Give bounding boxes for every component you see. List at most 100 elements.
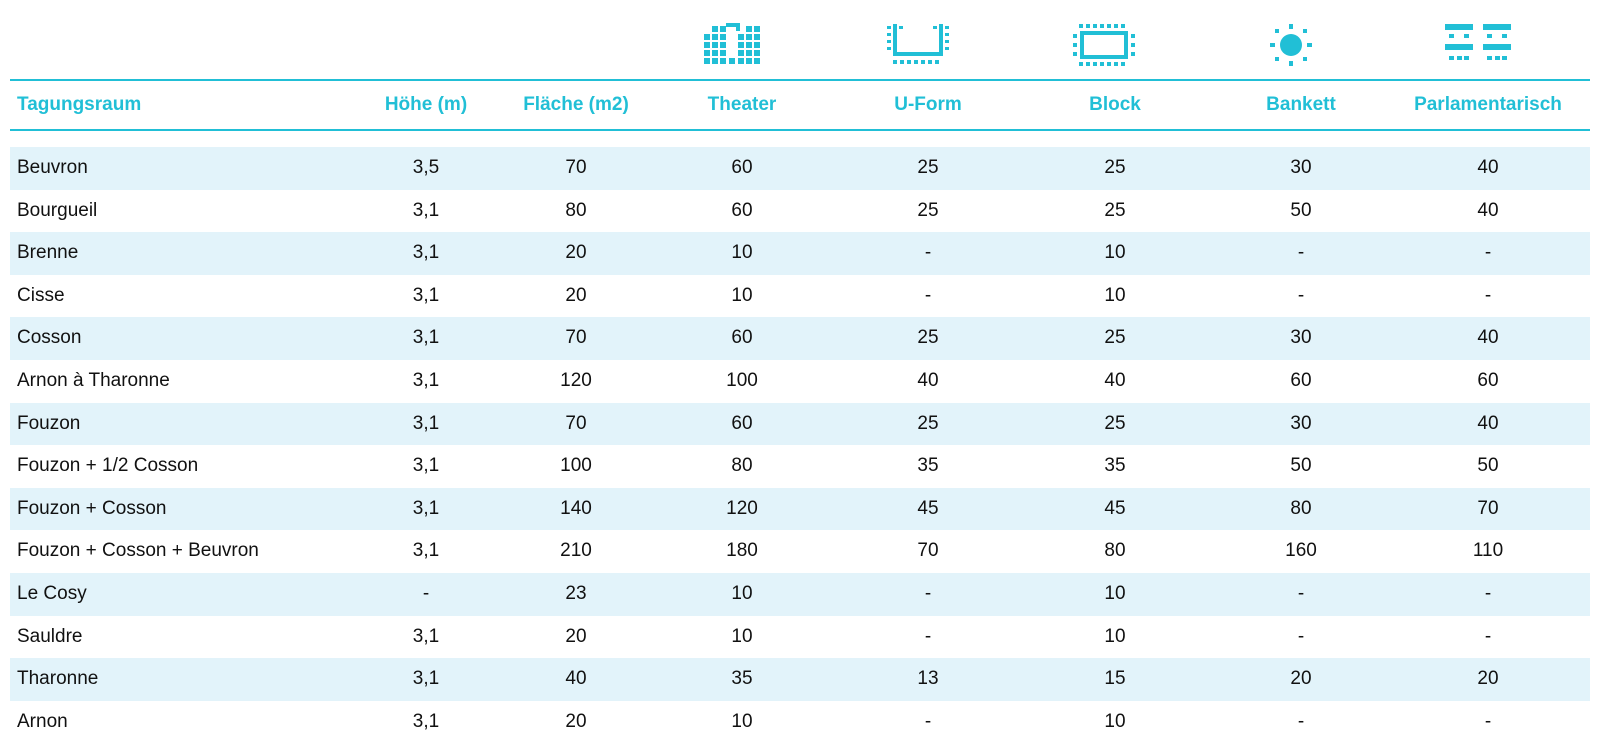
cell-block: 10 [1104,582,1126,604]
cell-theater: 60 [731,327,753,349]
u-form-layout-icon [883,18,953,72]
room-name: Fouzon + 1/2 Cosson [17,455,199,477]
room-name: Arnon à Tharonne [17,369,170,391]
header-flaeche: Fläche (m2) [523,94,629,115]
header-u-form: U-Form [894,94,962,115]
cell-hoehe: 3,1 [412,199,440,221]
room-name: Le Cosy [17,582,87,604]
header-tagungsraum: Tagungsraum [17,94,142,115]
cell-u-form: 35 [917,455,939,477]
cell-block: 40 [1104,369,1126,391]
cell-flaeche: 80 [565,199,587,221]
cell-bankett: 30 [1290,412,1312,434]
room-name: Beuvron [17,157,88,178]
cell-hoehe: 3,5 [412,157,440,178]
room-name: Sauldre [17,625,83,647]
table-row: Cosson 3,1 70 60 25 25 30 40 [10,317,1590,360]
block-layout-icon [1069,18,1139,72]
cell-bankett: - [1297,710,1305,732]
cell-u-form: - [924,242,932,264]
cell-bankett: - [1297,284,1305,306]
cell-hoehe: 3,1 [412,369,440,391]
cell-bankett: 80 [1290,497,1312,519]
cell-u-form: 25 [917,199,939,221]
cell-block: 25 [1104,412,1126,434]
cell-u-form: - [924,582,932,604]
cell-block: 10 [1104,710,1126,732]
cell-hoehe: 3,1 [412,242,440,264]
cell-block: 25 [1104,199,1126,221]
room-name: Cisse [17,284,65,306]
cell-bankett: - [1297,582,1305,604]
theater-layout-icon [697,18,767,72]
cell-theater: 60 [731,157,753,178]
cell-bankett: 20 [1290,668,1312,690]
table-row: Fouzon + Cosson + Beuvron 3,1 210 180 70… [10,530,1590,573]
cell-block: 25 [1104,327,1126,349]
header-block: Block [1089,94,1141,115]
cell-parlamentarisch: - [1484,582,1492,604]
cell-bankett: - [1297,242,1305,264]
cell-theater: 60 [731,412,753,434]
cell-parlamentarisch: 110 [1472,540,1504,562]
cell-hoehe: 3,1 [412,455,440,477]
cell-flaeche: 70 [565,157,587,178]
table-row: Fouzon 3,1 70 60 25 25 30 40 [10,402,1590,446]
cell-hoehe: 3,1 [412,284,440,306]
cell-theater: 10 [731,284,753,306]
cell-hoehe: 3,1 [412,497,440,519]
cell-u-form: 25 [917,412,939,434]
cell-theater: 100 [726,369,758,391]
table-row: Bourgueil 3,1 80 60 25 25 50 40 [10,190,1590,233]
cell-flaeche: 20 [565,710,587,732]
cell-parlamentarisch: 50 [1477,455,1499,477]
cell-block: 15 [1104,668,1126,690]
cell-theater: 80 [731,455,753,477]
cell-flaeche: 20 [565,625,587,647]
cell-theater: 10 [731,242,753,264]
cell-bankett: 50 [1290,199,1312,221]
header-theater: Theater [707,94,777,115]
cell-hoehe: 3,1 [412,668,440,690]
cell-parlamentarisch: - [1484,710,1492,732]
cell-parlamentarisch: 20 [1477,668,1499,690]
cell-hoehe: 3,1 [412,327,440,349]
cell-u-form: 45 [917,497,939,519]
header-bottom-rule [10,129,1590,131]
cell-parlamentarisch: 40 [1477,327,1499,349]
table-row: Cisse 3,1 20 10 - 10 - - [10,275,1590,318]
bankett-layout-icon [1256,18,1326,72]
table-row: Brenne 3,1 20 10 - 10 - - [10,232,1590,275]
cell-u-form: 25 [917,327,939,349]
cell-flaeche: 20 [565,284,587,306]
cell-theater: 180 [726,540,758,562]
cell-hoehe: 3,1 [412,710,440,732]
table-row: Beuvron 3,5 70 60 25 25 30 40 [10,147,1590,190]
cell-parlamentarisch: - [1484,284,1492,306]
room-name: Fouzon + Cosson + Beuvron [17,540,259,562]
table-body: Beuvron 3,5 70 60 25 25 30 40 Bourgueil … [10,147,1590,743]
cell-theater: 10 [731,710,753,732]
cell-block: 80 [1104,540,1126,562]
cell-u-form: - [924,625,932,647]
cell-block: 10 [1104,625,1126,647]
cell-flaeche: 140 [560,497,592,519]
header-top-rule [10,79,1590,81]
cell-flaeche: 210 [560,540,592,562]
cell-parlamentarisch: - [1484,242,1492,264]
table-row: Le Cosy - 23 10 - 10 - - [10,572,1590,616]
cell-hoehe: 3,1 [412,540,440,562]
cell-bankett: 160 [1285,540,1317,562]
cell-theater: 10 [731,582,753,604]
cell-flaeche: 70 [565,327,587,349]
cell-block: 45 [1104,497,1126,519]
table-row: Arnon à Tharonne 3,1 120 100 40 40 60 60 [10,360,1590,403]
cell-parlamentarisch: - [1484,625,1492,647]
cell-block: 35 [1104,455,1126,477]
room-name: Tharonne [17,668,99,690]
table-row: Sauldre 3,1 20 10 - 10 - - [10,616,1590,659]
cell-u-form: - [924,710,932,732]
room-name: Arnon [17,710,68,732]
table-row: Arnon 3,1 20 10 - 10 - - [10,701,1590,744]
